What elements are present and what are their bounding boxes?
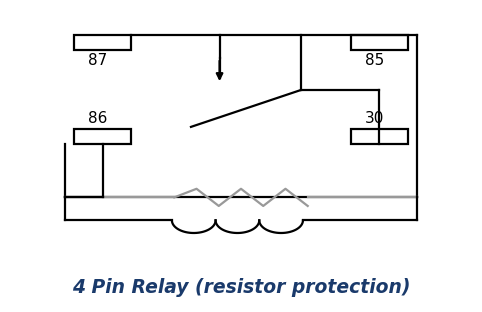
Bar — [350, 35, 408, 50]
Text: 85: 85 — [365, 53, 384, 68]
Text: 87: 87 — [88, 53, 107, 68]
Bar — [74, 129, 132, 144]
Bar — [74, 35, 132, 50]
Text: 86: 86 — [88, 111, 108, 126]
Text: 4 Pin Relay (resistor protection): 4 Pin Relay (resistor protection) — [72, 278, 410, 297]
Bar — [350, 129, 408, 144]
Text: 30: 30 — [365, 111, 384, 126]
